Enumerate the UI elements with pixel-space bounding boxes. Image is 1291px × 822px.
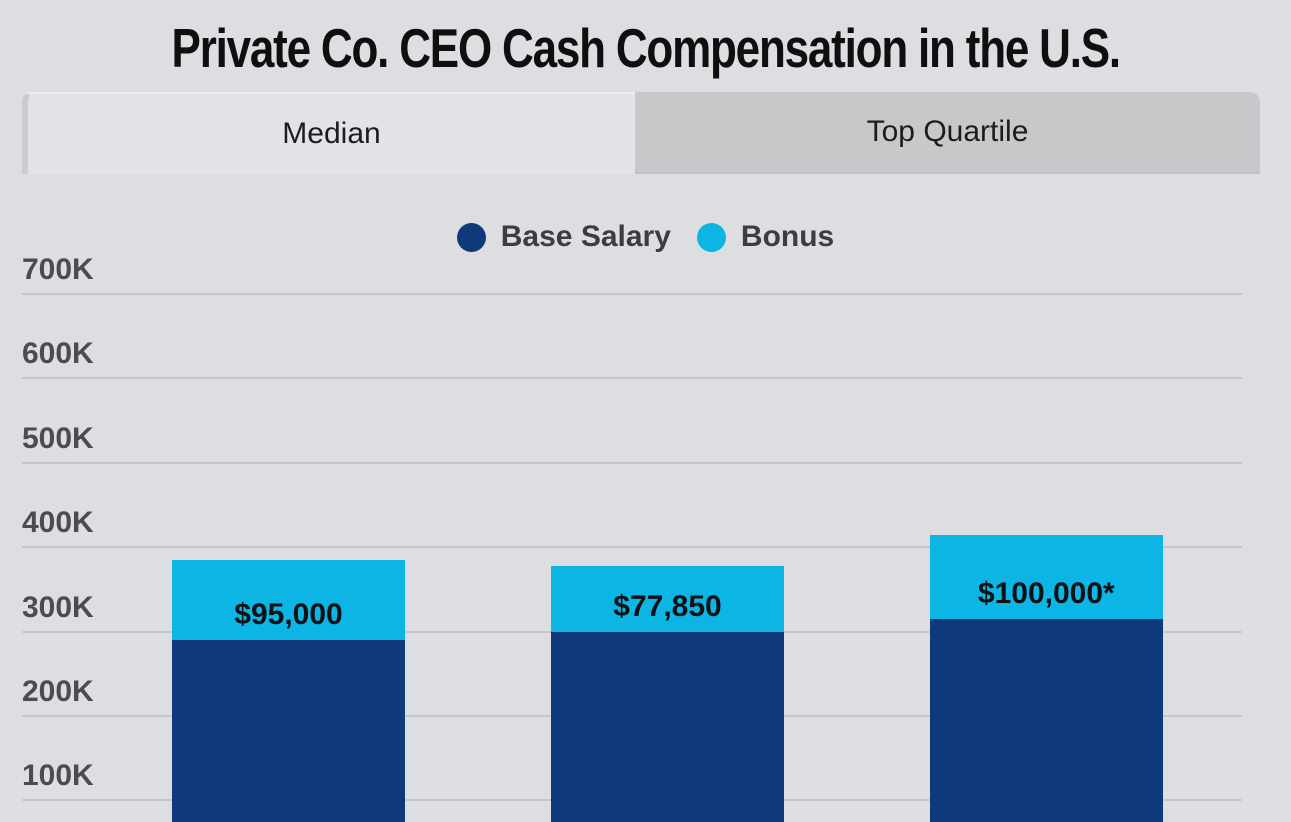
legend-label: Bonus (740, 220, 835, 253)
base-salary-swatch-icon (456, 222, 486, 252)
bonus-value-label: $100,000* (977, 576, 1115, 610)
legend-label: Base Salary (500, 220, 671, 253)
y-axis-tick-label: 200K (22, 675, 94, 708)
base-salary-segment[interactable] (172, 640, 405, 822)
gridline (22, 377, 1242, 380)
legend-item-base-salary[interactable]: Base Salary (456, 220, 671, 254)
tab-bar: Median Top Quartile (22, 92, 1260, 174)
gridline (22, 293, 1242, 295)
chart-title-text: Private Co. CEO Cash Compensation in the… (171, 17, 1121, 79)
y-axis-tick-label: 500K (22, 421, 94, 455)
bar-group-3[interactable]: $100,000* (929, 534, 1163, 822)
y-axis-tick-label: 600K (22, 337, 94, 371)
bonus-segment[interactable]: $77,850 (551, 565, 784, 632)
bonus-value-label: $77,850 (613, 589, 722, 623)
bonus-segment[interactable]: $100,000* (929, 534, 1163, 619)
tab-median[interactable]: Median (22, 92, 635, 174)
y-axis-tick-label: 400K (22, 506, 94, 540)
bar-group-1[interactable]: $95,000 (172, 559, 405, 822)
legend: Base Salary Bonus (0, 218, 1291, 256)
bonus-swatch-icon (696, 222, 726, 252)
base-salary-segment[interactable] (929, 618, 1163, 822)
tab-top-quartile[interactable]: Top Quartile (635, 92, 1260, 174)
bonus-segment[interactable]: $95,000 (172, 559, 405, 641)
chart-title: Private Co. CEO Cash Compensation in the… (0, 16, 1291, 80)
y-axis-tick-label: 700K (22, 253, 94, 286)
bar-group-2[interactable]: $77,850 (551, 565, 784, 822)
legend-item-bonus[interactable]: Bonus (696, 220, 835, 254)
y-axis-tick-label: 100K (22, 759, 94, 793)
bonus-value-label: $95,000 (234, 598, 343, 632)
base-salary-segment[interactable] (551, 631, 784, 822)
y-axis-tick-label: 300K (22, 590, 94, 624)
gridline (22, 461, 1242, 464)
gridline (22, 546, 1242, 549)
